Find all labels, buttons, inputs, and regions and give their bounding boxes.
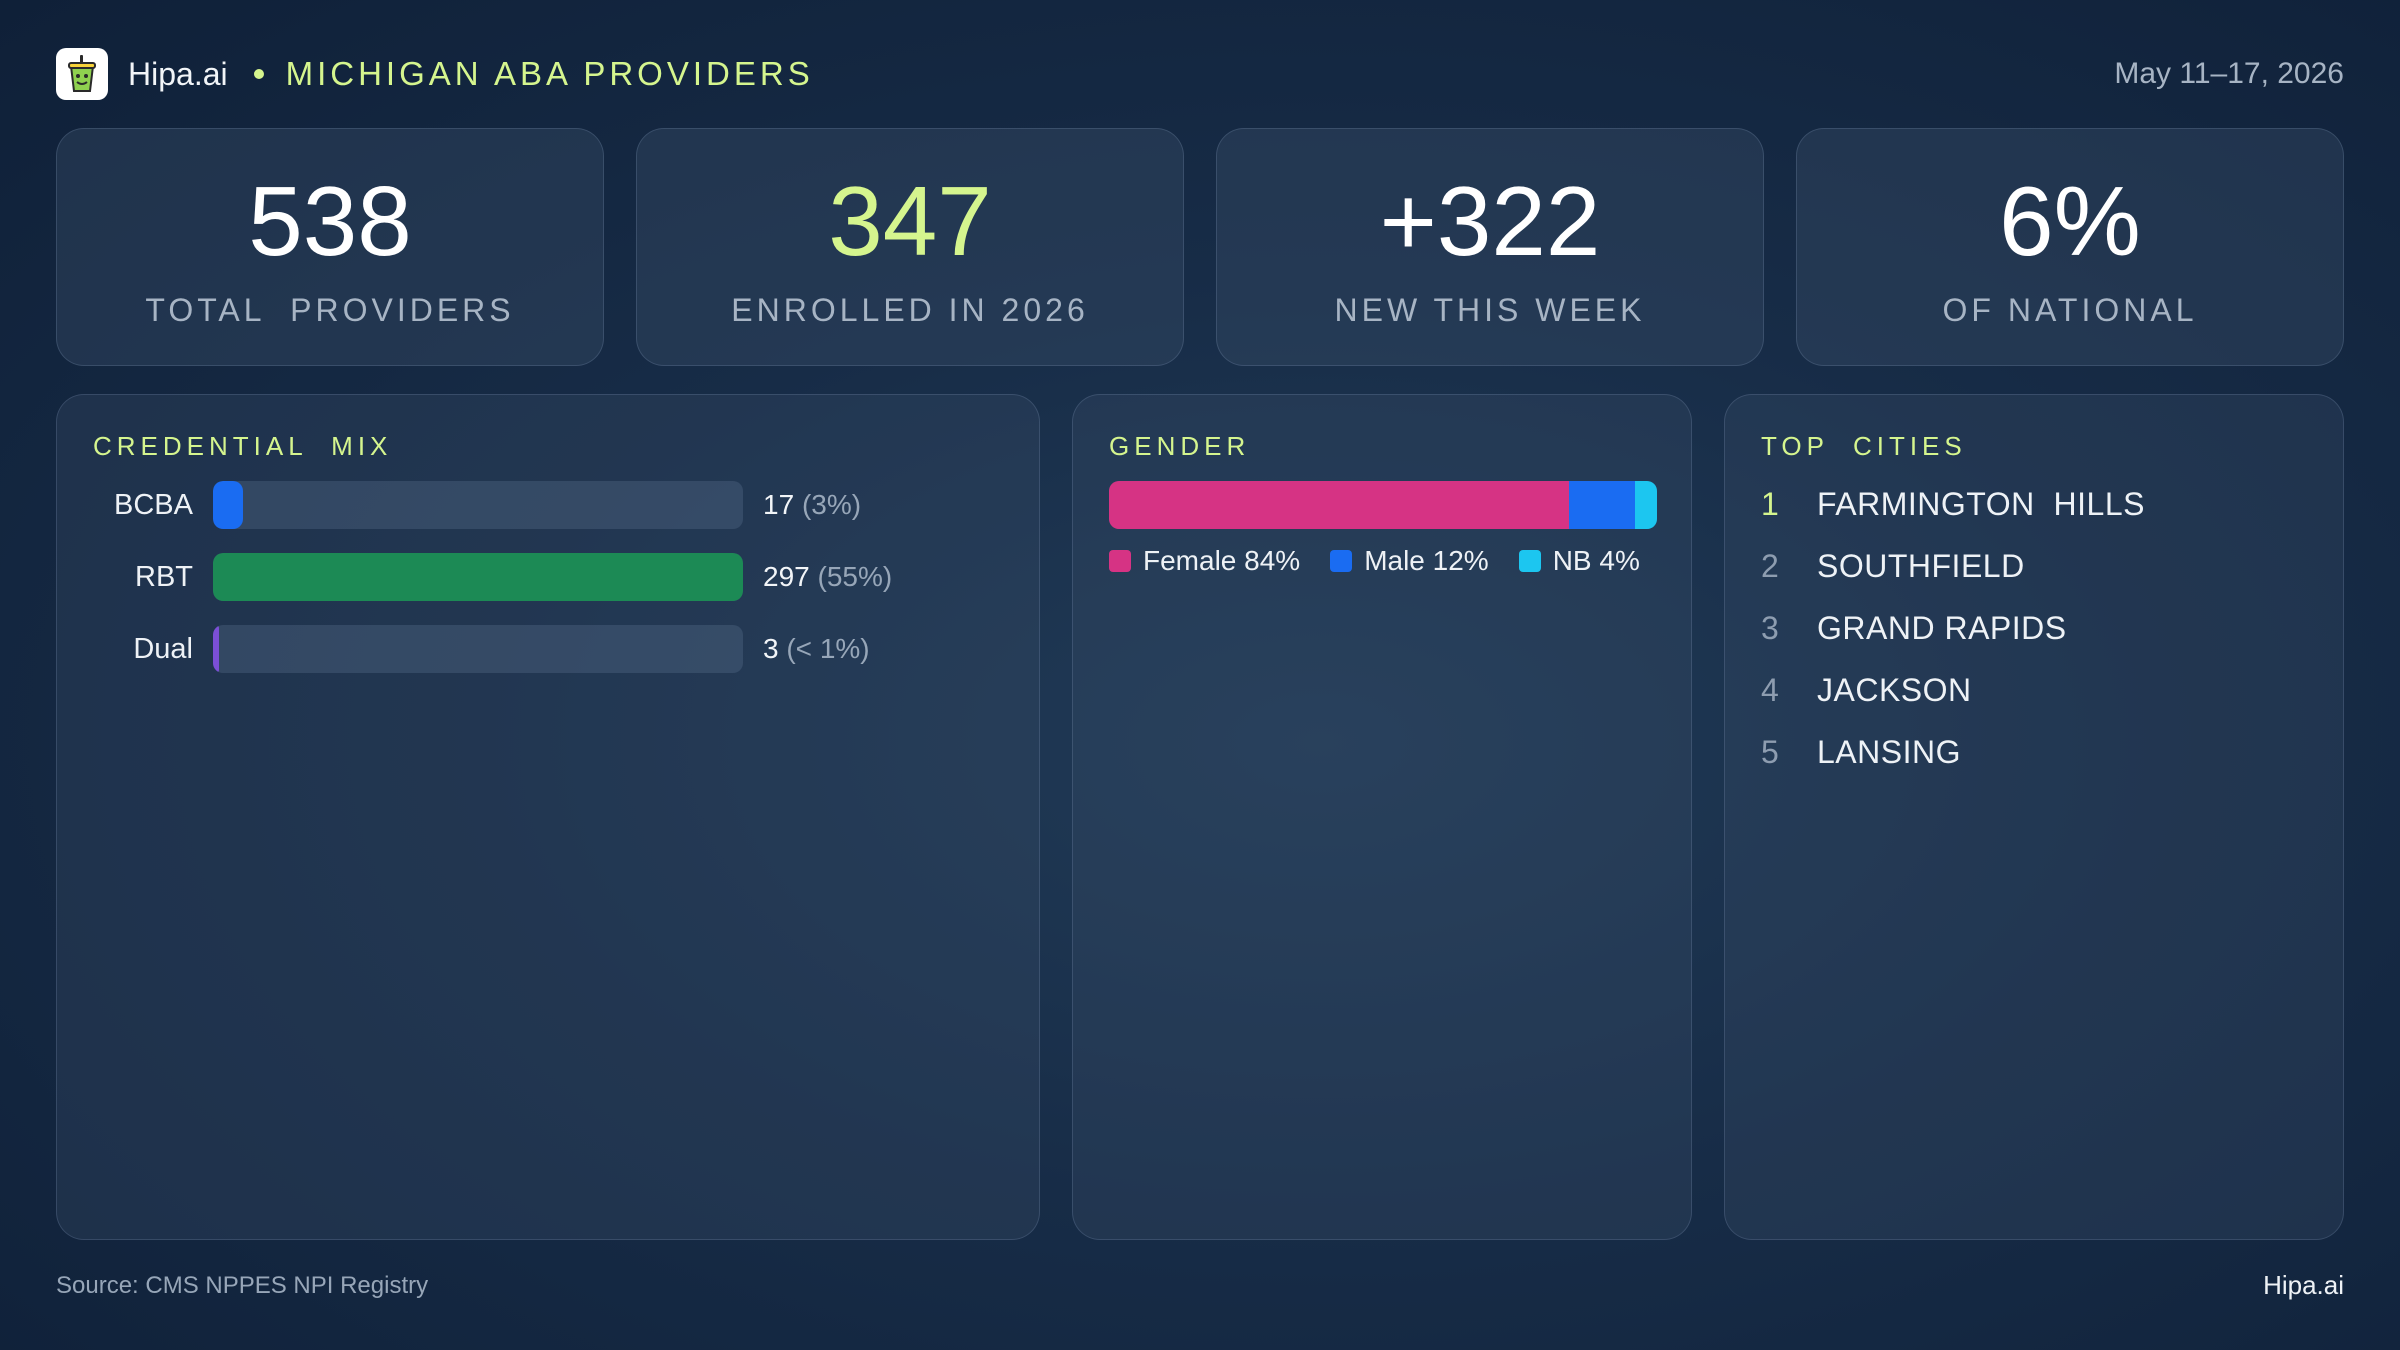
- credential-bar-fill: [213, 481, 243, 529]
- gender-segment-female: [1109, 481, 1569, 529]
- kpi-card-total-providers: 538 TOTAL PROVIDERS: [56, 128, 604, 366]
- city-name: SOUTHFIELD: [1817, 547, 2025, 584]
- legend-swatch: [1330, 550, 1353, 572]
- legend-item-male: Male 12%: [1330, 545, 1489, 577]
- header: Hipa.ai MICHIGAN ABA PROVIDERS May 11–17…: [56, 46, 2344, 102]
- credential-row-dual: Dual 3 (< 1%): [57, 625, 870, 673]
- credential-row-bcba: BCBA 17 (3%): [57, 481, 861, 529]
- credential-row-rbt: RBT 297 (55%): [57, 553, 892, 601]
- city-rank: 2: [1761, 547, 1779, 584]
- credential-bar-track: [213, 553, 743, 601]
- legend-swatch: [1109, 550, 1131, 572]
- city-rank: 4: [1761, 671, 1779, 708]
- city-name: GRAND RAPIDS: [1817, 609, 2067, 646]
- credential-pct: (3%): [801, 489, 862, 520]
- kpi-card-of-national: 6% OF NATIONAL: [1796, 128, 2344, 366]
- city-name: LANSING: [1817, 733, 1961, 770]
- credential-count: 3: [763, 633, 779, 664]
- brand-name: Hipa.ai: [128, 55, 228, 92]
- legend-label: NB 4%: [1552, 545, 1640, 576]
- kpi-label: TOTAL PROVIDERS: [145, 291, 515, 328]
- list-item: 5 LANSING: [1761, 727, 1961, 777]
- legend-item-nb: NB 4%: [1518, 545, 1640, 577]
- credential-pct: (55%): [817, 561, 893, 592]
- credential-bar-fill: [213, 625, 219, 673]
- city-rank: 5: [1761, 733, 1779, 770]
- panel-title: TOP CITIES: [1761, 431, 1967, 461]
- credential-label: RBT: [135, 560, 193, 593]
- credential-value: 3 (< 1%): [763, 633, 870, 665]
- panel-title: CREDENTIAL MIX: [93, 431, 393, 461]
- credential-count: 297: [763, 561, 810, 592]
- kpi-value: 6%: [1999, 165, 2141, 276]
- kpi-value: 347: [828, 165, 992, 276]
- kpi-card-enrolled: 347 ENROLLED IN 2026: [636, 128, 1184, 366]
- city-rank: 3: [1761, 609, 1779, 646]
- footer-brand: Hipa.ai: [2263, 1270, 2344, 1300]
- kpi-label: ENROLLED IN 2026: [731, 291, 1089, 328]
- credential-count: 17: [763, 489, 795, 520]
- gender-segment-nb: [1635, 481, 1657, 529]
- legend-item-female: Female 84%: [1109, 545, 1300, 577]
- kpi-label: NEW THIS WEEK: [1334, 291, 1646, 328]
- top-cities-panel: TOP CITIES 1 FARMINGTON HILLS 2 SOUTHFIE…: [1724, 394, 2344, 1240]
- credential-value: 17 (3%): [763, 489, 861, 521]
- panel-title: GENDER: [1109, 431, 1251, 461]
- legend-swatch: [1518, 550, 1541, 572]
- credential-value: 297 (55%): [763, 561, 892, 593]
- legend-label: Female 84%: [1143, 545, 1301, 576]
- page-title: MICHIGAN ABA PROVIDERS: [285, 55, 814, 92]
- credential-bar-fill: [213, 553, 743, 601]
- gender-segment-male: [1569, 481, 1635, 529]
- legend-label: Male 12%: [1364, 545, 1489, 576]
- kpi-label: OF NATIONAL: [1942, 291, 2198, 328]
- gender-stacked-bar: [1109, 481, 1657, 529]
- credential-mix-panel: CREDENTIAL MIX BCBA 17 (3%) RBT 297 (55%…: [56, 394, 1040, 1240]
- kpi-row: 538 TOTAL PROVIDERS 347 ENROLLED IN 2026…: [56, 128, 2344, 366]
- credential-bar-track: [213, 481, 743, 529]
- credential-label: Dual: [133, 632, 193, 665]
- source-note: Source: CMS NPPES NPI Registry: [56, 1272, 429, 1299]
- kpi-value: +322: [1379, 165, 1601, 276]
- credential-bar-track: [213, 625, 743, 673]
- list-item: 4 JACKSON: [1761, 665, 1972, 715]
- separator-dot: [253, 69, 264, 79]
- credential-pct: (< 1%): [786, 633, 870, 664]
- city-name: JACKSON: [1817, 671, 1972, 708]
- gender-panel: GENDER Female 84% Male 12% NB 4%: [1072, 394, 1692, 1240]
- city-name: FARMINGTON HILLS: [1817, 485, 2145, 522]
- list-item: 1 FARMINGTON HILLS: [1761, 479, 2145, 529]
- gender-legend: Female 84% Male 12% NB 4%: [1109, 545, 1670, 577]
- list-item: 3 GRAND RAPIDS: [1761, 603, 2067, 653]
- kpi-card-new-this-week: +322 NEW THIS WEEK: [1216, 128, 1764, 366]
- credential-label: BCBA: [114, 488, 193, 521]
- list-item: 2 SOUTHFIELD: [1761, 541, 2025, 591]
- cup-logo-icon: [56, 48, 108, 100]
- kpi-value: 538: [248, 165, 412, 276]
- city-rank: 1: [1761, 485, 1779, 522]
- date-range: May 11–17, 2026: [2114, 57, 2344, 90]
